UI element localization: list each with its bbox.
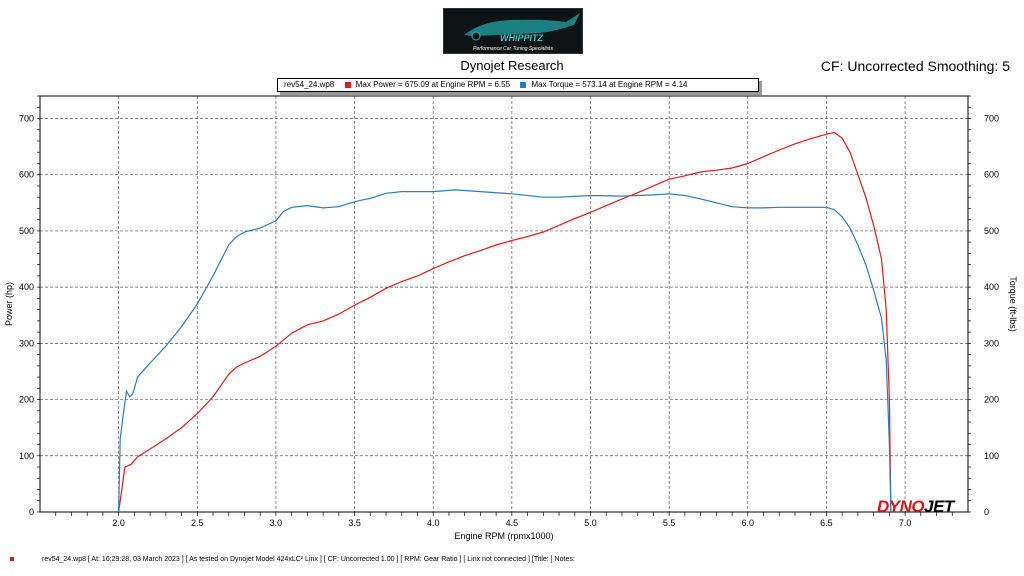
footer-marker — [10, 557, 14, 562]
dynojet-brand: DYNOJET — [877, 497, 954, 517]
plot-frame — [39, 95, 969, 513]
y-tick-label-right: 500 — [984, 226, 999, 236]
y-tick-label-right: 0 — [984, 507, 989, 517]
y-tick-label-left: 600 — [19, 170, 34, 180]
x-axis-label: Engine RPM (rpmx1000) — [454, 531, 553, 541]
logo-tagline: Performance Car Tuning Specialists — [473, 46, 553, 52]
legend: rev54_24.wp8 Max Power = 675.09 at Engin… — [277, 78, 759, 92]
x-tick-label: 5.5 — [663, 518, 676, 528]
legend-power-swatch — [344, 82, 351, 88]
cf-smoothing-label: CF: Uncorrected Smoothing: 5 — [820, 58, 1010, 74]
x-tick-label: 4.0 — [427, 518, 440, 528]
y-tick-label-right: 400 — [984, 282, 999, 292]
legend-torque-text: Max Torque = 573.14 at Engine RPM = 4.14 — [531, 80, 688, 89]
y-tick-label-left: 300 — [19, 338, 34, 348]
y-tick-label-left: 400 — [19, 282, 34, 292]
power-curve — [118, 131, 892, 513]
x-tick-label: 6.0 — [742, 518, 755, 528]
y-tick-label-left: 500 — [19, 226, 34, 236]
y-tick-label-right: 300 — [984, 338, 999, 348]
x-tick-label: 3.5 — [348, 518, 361, 528]
y-axis-label-left: Power (hp) — [4, 282, 14, 326]
x-tick-label: 2.0 — [112, 518, 125, 528]
brand-dyno: DYNO — [877, 497, 925, 516]
chart-title: Dynojet Research — [460, 58, 564, 73]
logo-wordmark: WHIPPITZ — [500, 33, 543, 43]
x-tick-label: 6.5 — [820, 518, 833, 528]
legend-power-text: Max Power = 675.09 at Engine RPM = 6.55 — [355, 80, 511, 89]
car-logo-graphic: WHIPPITZ Performance Car Tuning Speciali… — [444, 9, 582, 53]
y-tick-label-left: 100 — [19, 451, 34, 461]
x-tick-label: 3.0 — [270, 518, 283, 528]
x-tick-label: 4.5 — [506, 518, 519, 528]
y-tick-label-right: 200 — [984, 395, 999, 405]
y-axis-label-right: Torque (ft-lbs) — [1008, 276, 1018, 332]
y-tick-label-left: 200 — [19, 395, 34, 405]
x-tick-label: 2.5 — [191, 518, 204, 528]
y-tick-label-right: 600 — [984, 170, 999, 180]
whippitz-logo: WHIPPITZ Performance Car Tuning Speciali… — [443, 8, 583, 54]
run-info-footer: rev54_24.wp8 [ At: 16:29:28, 03 March 20… — [10, 556, 575, 563]
torque-curve — [118, 189, 892, 513]
y-tick-label-left: 0 — [29, 507, 34, 517]
y-tick-label-right: 700 — [984, 113, 999, 123]
legend-torque-swatch — [520, 82, 527, 88]
legend-file: rev54_24.wp8 — [284, 80, 335, 89]
brand-jet: JET — [924, 497, 954, 516]
footer-text: rev54_24.wp8 [ At: 16:29:28, 03 March 20… — [42, 556, 575, 563]
y-tick-label-right: 100 — [984, 451, 999, 461]
x-tick-label: 5.0 — [584, 518, 597, 528]
x-tick-label: 7.0 — [899, 518, 912, 528]
y-tick-label-left: 700 — [19, 113, 34, 123]
